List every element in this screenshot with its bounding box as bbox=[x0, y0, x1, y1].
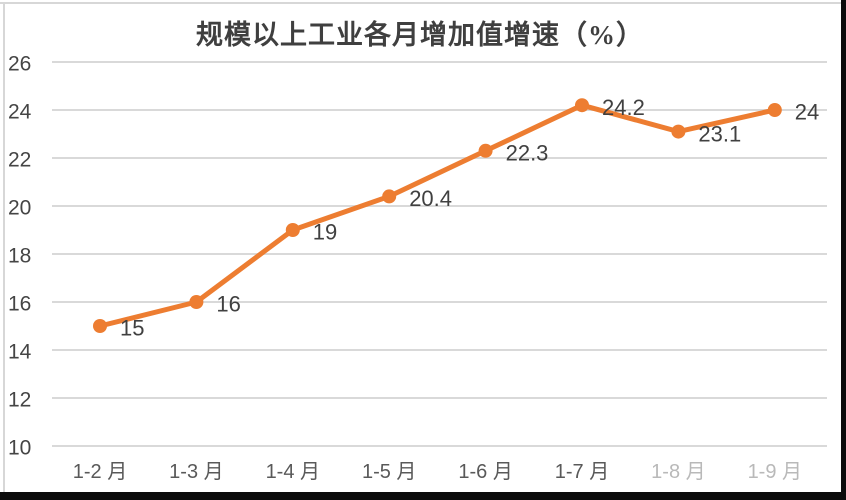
y-tick-label: 26 bbox=[8, 52, 31, 75]
data-point-label: 24.2 bbox=[602, 95, 645, 120]
frame-left-border bbox=[3, 2, 5, 492]
data-point-label: 23.1 bbox=[698, 121, 741, 146]
y-tick-label: 16 bbox=[8, 292, 31, 315]
y-tick-label: 14 bbox=[8, 340, 32, 363]
y-tick-label: 20 bbox=[8, 196, 31, 219]
frame-top-border bbox=[0, 2, 841, 4]
data-point-marker bbox=[93, 319, 107, 333]
series-line bbox=[97, 102, 778, 329]
right-letterbox-bar bbox=[841, 0, 846, 500]
data-point-label: 16 bbox=[216, 292, 240, 317]
data-point-marker bbox=[575, 98, 589, 113]
data-point-label: 19 bbox=[313, 220, 337, 245]
data-point-label: 22.3 bbox=[506, 141, 549, 166]
x-tick-label: 1-2 月 bbox=[73, 461, 127, 483]
data-point-marker bbox=[189, 295, 204, 309]
data-point-label: 20.4 bbox=[409, 186, 452, 211]
x-tick-label: 1-3 月 bbox=[169, 461, 223, 483]
data-point-marker bbox=[382, 189, 397, 204]
x-tick-label: 1-8 月 bbox=[651, 461, 705, 483]
x-tick-label: 1-4 月 bbox=[266, 461, 320, 483]
data-point-label: 24 bbox=[795, 100, 819, 125]
bottom-letterbox-bar bbox=[0, 492, 846, 500]
data-point-marker bbox=[478, 143, 493, 158]
data-point-marker bbox=[285, 223, 300, 237]
x-tick-label: 1-6 月 bbox=[458, 461, 512, 483]
x-tick-label: 1-5 月 bbox=[362, 461, 416, 483]
y-tick-label: 24 bbox=[8, 100, 32, 123]
data-point-marker bbox=[767, 103, 782, 117]
chart-title: 规模以上工业各月增加值增速（%） bbox=[196, 20, 644, 50]
x-tick-label: 1-7 月 bbox=[555, 461, 609, 483]
y-tick-label: 12 bbox=[8, 388, 31, 411]
data-point-label: 15 bbox=[120, 316, 144, 341]
x-tick-label: 1-9 月 bbox=[748, 461, 802, 483]
data-point-marker bbox=[671, 124, 686, 139]
y-tick-label: 10 bbox=[8, 436, 31, 459]
y-tick-label: 18 bbox=[8, 244, 31, 267]
y-tick-label: 22 bbox=[8, 148, 31, 171]
